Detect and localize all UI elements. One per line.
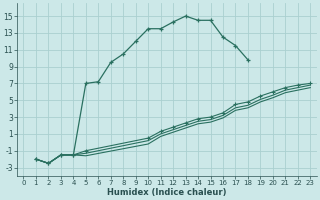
X-axis label: Humidex (Indice chaleur): Humidex (Indice chaleur) (107, 188, 227, 197)
